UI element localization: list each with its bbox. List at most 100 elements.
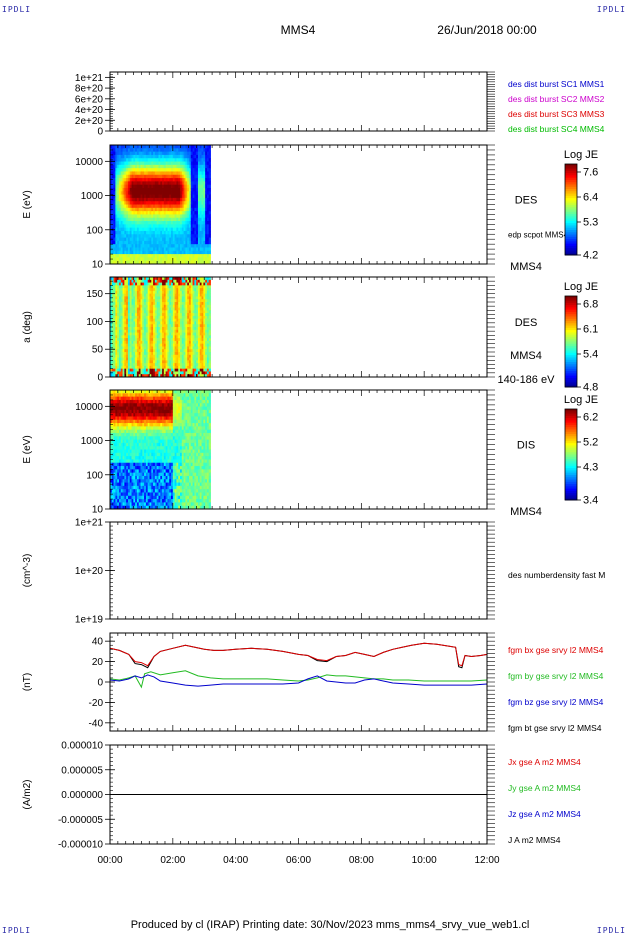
heatmap-cell bbox=[209, 305, 211, 308]
heatmap-cell bbox=[209, 371, 211, 374]
legend-entry: des dist burst SC2 MMS2 bbox=[508, 94, 605, 104]
heatmap-cell bbox=[209, 205, 211, 209]
heatmap-cell bbox=[209, 358, 211, 361]
colorbar-tick-label: 4.2 bbox=[583, 250, 598, 262]
heatmap-cell bbox=[209, 185, 211, 189]
heatmap-cell bbox=[209, 231, 211, 235]
heatmap-cell bbox=[209, 208, 211, 212]
heatmap-cell bbox=[209, 162, 211, 166]
heatmap-cell bbox=[209, 145, 211, 149]
heatmap-cell bbox=[209, 294, 211, 297]
heatmap-cell bbox=[209, 302, 211, 305]
y-tick-label: 8e+20 bbox=[75, 84, 104, 95]
y-tick-label: 150 bbox=[86, 289, 103, 300]
legend-entry: des dist burst SC3 MMS3 bbox=[508, 109, 605, 119]
heatmap-cell bbox=[209, 344, 211, 347]
panel-instrument-label: DES bbox=[515, 195, 538, 207]
heatmap-cell bbox=[209, 324, 211, 327]
heatmap-cell bbox=[209, 158, 211, 162]
heatmap-cell bbox=[209, 299, 211, 302]
heatmap-cell bbox=[209, 218, 211, 222]
colorbar-tick-label: 6.1 bbox=[583, 324, 598, 336]
heatmap-cell bbox=[209, 349, 211, 352]
colorbar-tick-label: 4.8 bbox=[583, 382, 598, 394]
heatmap-cell bbox=[209, 330, 211, 333]
heatmap-cell bbox=[209, 360, 211, 363]
heatmap-cell bbox=[209, 155, 211, 159]
heatmap-cell bbox=[209, 333, 211, 336]
heatmap-cell bbox=[209, 316, 211, 319]
heatmap-cell bbox=[209, 244, 211, 248]
y-tick-label: 0 bbox=[97, 373, 103, 384]
heatmap-cell bbox=[209, 152, 211, 156]
heatmap-cell bbox=[209, 280, 211, 283]
heatmap-cell bbox=[209, 201, 211, 205]
heatmap-cell bbox=[209, 188, 211, 192]
heatmap-cell bbox=[209, 283, 211, 286]
y-tick-label: 1000 bbox=[81, 191, 104, 202]
colorbar-tick-label: 5.3 bbox=[583, 217, 598, 229]
heatmap-cell bbox=[209, 168, 211, 172]
heatmap-cell bbox=[209, 247, 211, 251]
heatmap-cell bbox=[209, 327, 211, 330]
colorbar-title: Log JE bbox=[564, 281, 598, 293]
heatmap-cell bbox=[209, 366, 211, 369]
heatmap-cell bbox=[209, 313, 211, 316]
heatmap-cell bbox=[209, 181, 211, 185]
heatmap-cell bbox=[209, 191, 211, 195]
heatmap-cell bbox=[209, 321, 211, 324]
colorbar-tick-label: 6.4 bbox=[583, 192, 598, 204]
heatmap-cell bbox=[209, 346, 211, 349]
y-axis-label: a (deg) bbox=[22, 311, 33, 343]
heatmap-cell bbox=[209, 224, 211, 228]
y-tick-label: 1e+21 bbox=[75, 73, 104, 84]
heatmap-cell bbox=[209, 308, 211, 311]
spacecraft-title: MMS4 bbox=[281, 23, 316, 37]
panel-frame bbox=[110, 72, 487, 131]
y-tick-label: 10 bbox=[92, 260, 104, 271]
colorbar-tick-label: 7.6 bbox=[583, 167, 598, 179]
panel-instrument-label: DES bbox=[515, 317, 538, 329]
heatmap-cell bbox=[209, 319, 211, 322]
legend-entry: des dist burst SC1 MMS1 bbox=[508, 79, 605, 89]
heatmap-cell bbox=[209, 254, 211, 258]
heatmap-cell bbox=[209, 352, 211, 355]
heatmap-cell bbox=[209, 175, 211, 179]
heatmap-cell bbox=[209, 288, 211, 291]
y-tick-label: 0 bbox=[97, 127, 103, 138]
heatmap-cell bbox=[209, 335, 211, 338]
colorbar-tick-label: 5.4 bbox=[583, 349, 598, 361]
y-tick-label: 4e+20 bbox=[75, 105, 104, 116]
heatmap-cell bbox=[209, 211, 211, 215]
y-tick-label: 50 bbox=[92, 345, 104, 356]
panel-sub-label: MMS4 bbox=[510, 350, 542, 362]
colorbar-title: Log JE bbox=[564, 149, 598, 161]
heatmap-cell bbox=[209, 148, 211, 152]
panel-bottom-label: MMS4 bbox=[510, 261, 542, 273]
heatmap-cell bbox=[209, 198, 211, 202]
heatmap-cell bbox=[209, 369, 211, 372]
heatmap-cell bbox=[209, 355, 211, 358]
heatmap-cell bbox=[209, 363, 211, 366]
y-tick-label: 2e+20 bbox=[75, 116, 104, 127]
heatmap-cell bbox=[209, 291, 211, 294]
plot-date: 26/Jun/2018 00:00 bbox=[437, 23, 537, 37]
heatmap-cell bbox=[209, 257, 211, 261]
heatmap-cell bbox=[209, 251, 211, 255]
heatmap-cell bbox=[209, 341, 211, 344]
y-tick-label: 100 bbox=[86, 225, 103, 236]
heatmap-cell bbox=[209, 285, 211, 288]
y-axis-label: E (eV) bbox=[22, 190, 33, 218]
panel-bottom-label: 140-186 eV bbox=[498, 374, 556, 386]
heatmap-cell bbox=[209, 178, 211, 182]
y-tick-label: 6e+20 bbox=[75, 94, 104, 105]
heatmap-cell bbox=[209, 165, 211, 169]
heatmap-cell bbox=[209, 338, 211, 341]
panel-sub-label: edp scpot MMS4 bbox=[508, 231, 569, 240]
heatmap-cell bbox=[209, 221, 211, 225]
